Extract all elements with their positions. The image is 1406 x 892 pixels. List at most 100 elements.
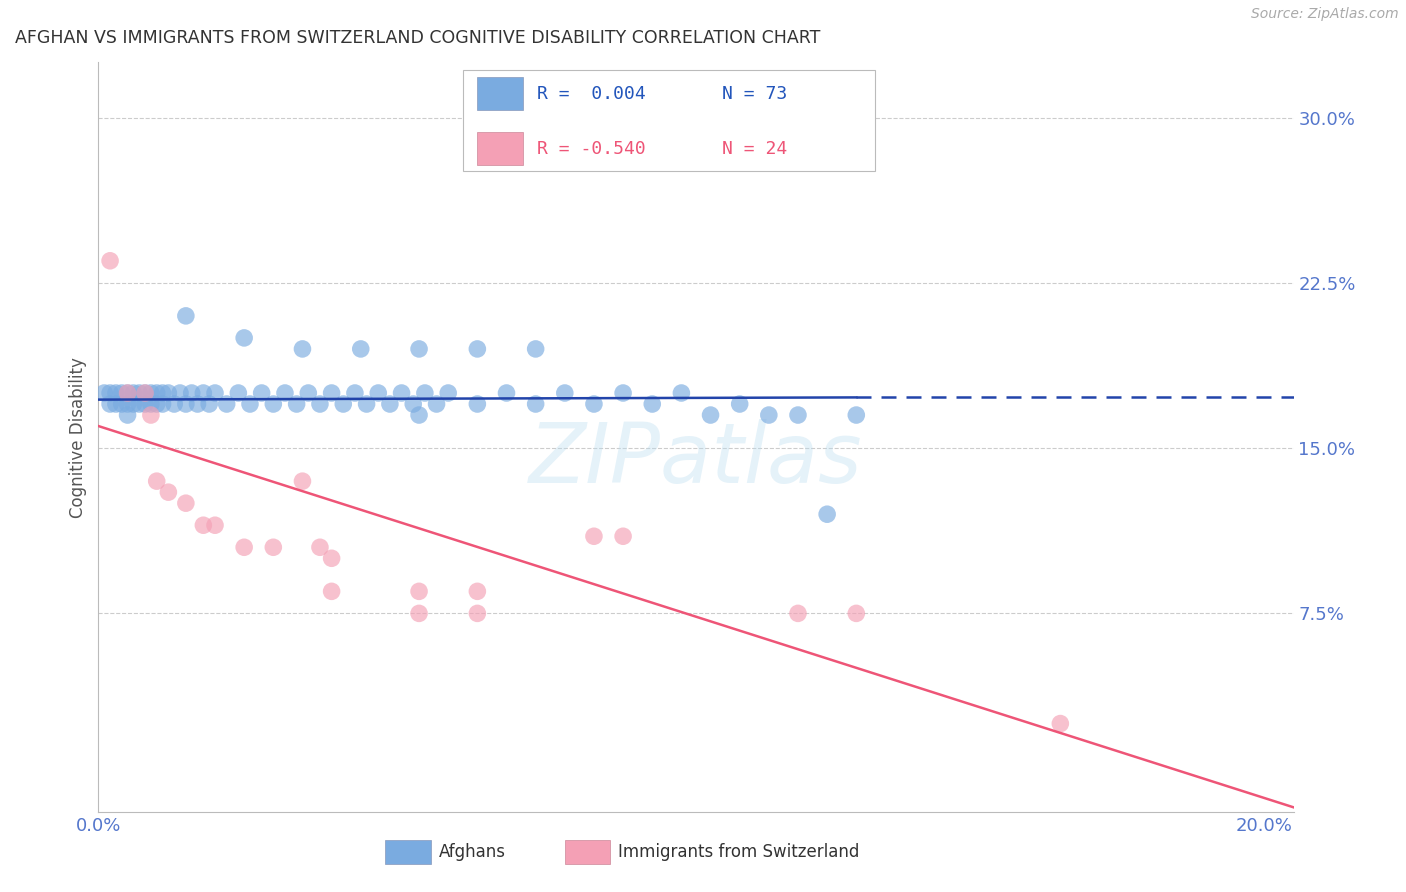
Point <box>139 408 162 422</box>
Bar <box>565 840 610 864</box>
Point <box>117 397 139 411</box>
Point <box>139 397 162 411</box>
Point <box>128 386 150 401</box>
Point <box>111 386 134 401</box>
Point <box>467 397 489 411</box>
Point <box>117 386 139 401</box>
Point <box>291 474 314 488</box>
Text: ZIPatlas: ZIPatlas <box>529 419 863 500</box>
Bar <box>385 840 430 864</box>
Point <box>145 397 167 411</box>
Point <box>612 529 634 543</box>
Point <box>787 408 810 422</box>
Point <box>787 607 810 621</box>
Point <box>134 397 156 411</box>
Point <box>262 541 284 555</box>
Point <box>98 253 121 268</box>
Text: R = -0.540: R = -0.540 <box>537 140 645 158</box>
Point <box>582 529 605 543</box>
Point <box>309 397 332 411</box>
Point <box>408 607 430 621</box>
Point <box>467 607 489 621</box>
Point <box>193 386 215 401</box>
Point <box>180 386 202 401</box>
Point <box>250 386 273 401</box>
Point <box>262 397 284 411</box>
Point <box>437 386 460 401</box>
Point <box>117 408 139 422</box>
Point <box>758 408 780 422</box>
FancyBboxPatch shape <box>463 70 875 171</box>
Point <box>291 342 314 356</box>
Text: R =  0.004: R = 0.004 <box>537 85 645 103</box>
Point <box>332 397 354 411</box>
Point <box>198 397 221 411</box>
Point <box>1049 716 1071 731</box>
Point <box>193 518 215 533</box>
Point <box>104 397 127 411</box>
Point <box>408 408 430 422</box>
Point <box>186 397 208 411</box>
Y-axis label: Cognitive Disability: Cognitive Disability <box>69 357 87 517</box>
Point <box>343 386 366 401</box>
Point <box>93 386 115 401</box>
Point <box>845 408 868 422</box>
Point <box>321 551 343 566</box>
Point <box>321 386 343 401</box>
Point <box>134 386 156 401</box>
Point <box>145 474 167 488</box>
Point <box>845 607 868 621</box>
Point <box>204 386 226 401</box>
Point <box>699 408 721 422</box>
Point <box>104 386 127 401</box>
Point <box>524 342 547 356</box>
Point <box>350 342 373 356</box>
Point <box>98 397 121 411</box>
Point <box>98 386 121 401</box>
Bar <box>477 78 523 111</box>
Text: Immigrants from Switzerland: Immigrants from Switzerland <box>619 843 859 861</box>
Point <box>467 584 489 599</box>
Point <box>356 397 378 411</box>
Point <box>495 386 517 401</box>
Point <box>391 386 413 401</box>
Point <box>174 496 197 510</box>
Point <box>408 584 430 599</box>
Point <box>117 386 139 401</box>
Point <box>111 397 134 411</box>
Point <box>157 386 180 401</box>
Point <box>128 397 150 411</box>
Point <box>274 386 297 401</box>
Point <box>815 507 838 521</box>
Point <box>297 386 319 401</box>
Point <box>152 386 174 401</box>
Point <box>122 386 145 401</box>
Point <box>402 397 425 411</box>
Point <box>408 342 430 356</box>
Text: Afghans: Afghans <box>439 843 506 861</box>
Text: Source: ZipAtlas.com: Source: ZipAtlas.com <box>1251 7 1399 21</box>
Point <box>215 397 238 411</box>
Text: N = 24: N = 24 <box>723 140 787 158</box>
Text: N = 73: N = 73 <box>723 85 787 103</box>
Point <box>204 518 226 533</box>
Point <box>285 397 308 411</box>
Point <box>612 386 634 401</box>
Point <box>233 331 256 345</box>
Point <box>174 397 197 411</box>
Point <box>367 386 389 401</box>
Point <box>239 397 262 411</box>
Point <box>139 386 162 401</box>
Point <box>524 397 547 411</box>
Point <box>728 397 751 411</box>
Point <box>163 397 186 411</box>
Point <box>228 386 250 401</box>
Point <box>378 397 401 411</box>
Point <box>122 397 145 411</box>
Point <box>134 386 156 401</box>
Point <box>554 386 576 401</box>
Point <box>671 386 693 401</box>
Bar <box>477 132 523 165</box>
Point <box>157 485 180 500</box>
Point <box>641 397 664 411</box>
